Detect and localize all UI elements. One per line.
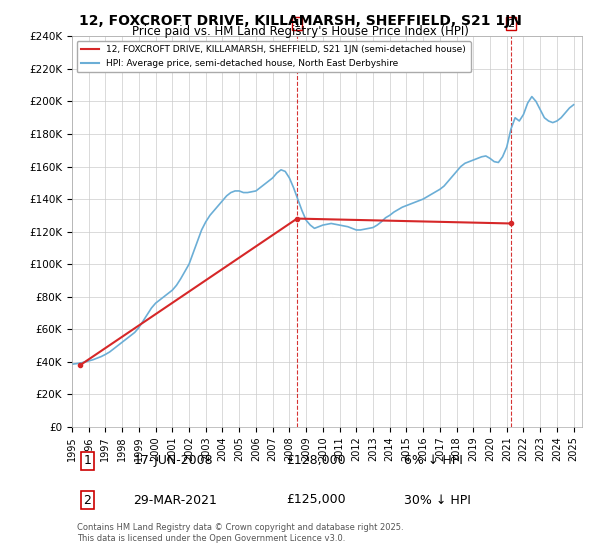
Text: 12, FOXCROFT DRIVE, KILLAMARSH, SHEFFIELD, S21 1JN: 12, FOXCROFT DRIVE, KILLAMARSH, SHEFFIEL… xyxy=(79,14,521,28)
Text: 1: 1 xyxy=(83,455,91,468)
Text: 2: 2 xyxy=(507,18,514,29)
Text: £128,000: £128,000 xyxy=(286,455,346,468)
Text: 29-MAR-2021: 29-MAR-2021 xyxy=(133,493,217,506)
Text: Price paid vs. HM Land Registry's House Price Index (HPI): Price paid vs. HM Land Registry's House … xyxy=(131,25,469,38)
Text: 6% ↓ HPI: 6% ↓ HPI xyxy=(404,455,463,468)
Text: £125,000: £125,000 xyxy=(286,493,346,506)
Text: 2: 2 xyxy=(83,493,91,506)
Text: 1: 1 xyxy=(293,18,301,29)
Text: 17-JUN-2008: 17-JUN-2008 xyxy=(133,455,213,468)
Text: 30% ↓ HPI: 30% ↓ HPI xyxy=(404,493,470,506)
Legend: 12, FOXCROFT DRIVE, KILLAMARSH, SHEFFIELD, S21 1JN (semi-detached house), HPI: A: 12, FOXCROFT DRIVE, KILLAMARSH, SHEFFIEL… xyxy=(77,41,470,72)
Text: Contains HM Land Registry data © Crown copyright and database right 2025.
This d: Contains HM Land Registry data © Crown c… xyxy=(77,523,404,543)
